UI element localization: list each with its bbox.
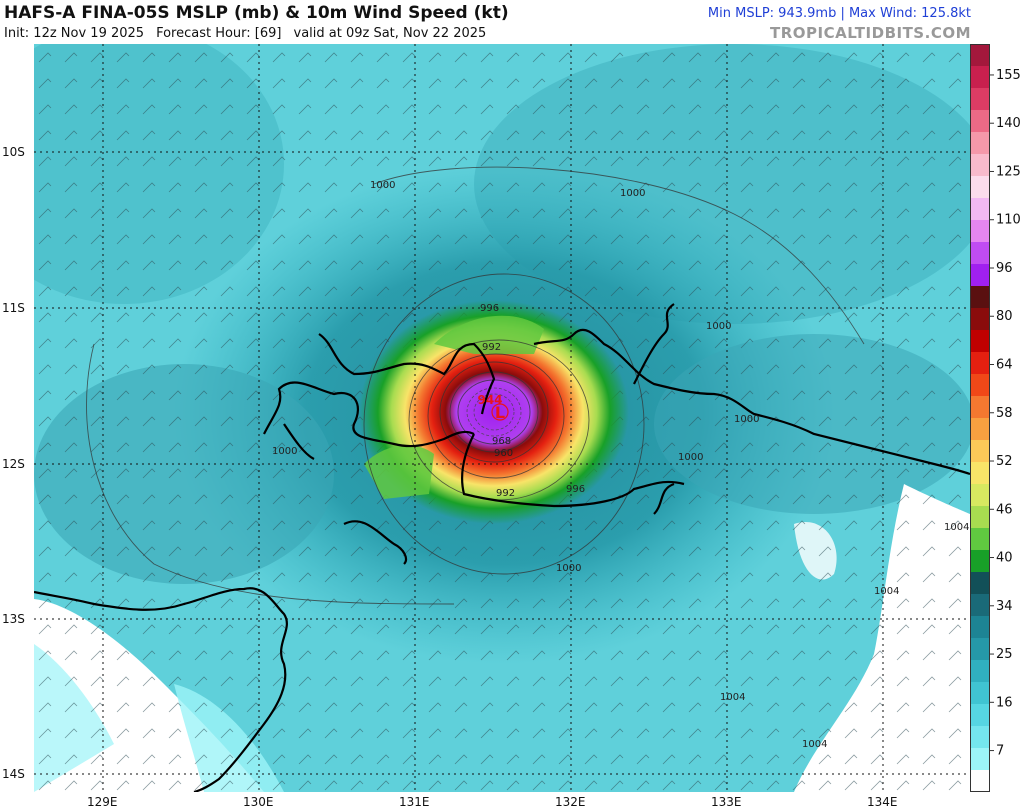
lon-tick: 134E xyxy=(867,795,898,809)
colorbar-swatch xyxy=(970,308,990,331)
colorbar-swatch xyxy=(970,484,990,507)
lat-tick: 14S xyxy=(2,767,25,781)
latitude-axis: 10S 11S 12S 13S 14S xyxy=(0,44,34,792)
colorbar-label: 34 xyxy=(996,599,1013,614)
colorbar-swatch xyxy=(970,176,990,199)
colorbar-swatch xyxy=(970,550,990,573)
colorbar-swatch xyxy=(970,770,990,793)
colorbar-swatch xyxy=(970,440,990,463)
storm-center-marker xyxy=(491,403,509,421)
colorbar-swatch xyxy=(970,572,990,595)
isobar-label: 996 xyxy=(566,484,585,495)
colorbar-swatch xyxy=(970,704,990,727)
colorbar-label: 58 xyxy=(996,406,1013,421)
colorbar-swatch xyxy=(970,594,990,617)
colorbar-label: 125 xyxy=(996,164,1021,179)
init-time: Init: 12z Nov 19 2025 xyxy=(4,26,145,41)
colorbar-label: 16 xyxy=(996,695,1013,710)
lon-tick: 129E xyxy=(87,795,118,809)
map-canvas: 1000 1000 1000 1000 1000 1000 1000 996 9… xyxy=(34,44,970,792)
header: HAFS-A FINA-05S MSLP (mb) & 10m Wind Spe… xyxy=(0,0,1024,44)
wind-map: 1000 1000 1000 1000 1000 1000 1000 996 9… xyxy=(34,44,970,792)
colorbar-swatch xyxy=(970,154,990,177)
colorbar-swatch xyxy=(970,660,990,683)
colorbar-swatch xyxy=(970,638,990,661)
isobar-label: 1000 xyxy=(678,452,703,463)
colorbar-label: 46 xyxy=(996,502,1013,517)
isobar-label: 968 xyxy=(492,436,511,447)
min-pressure-label: 944 xyxy=(477,393,502,407)
isobar-label: 1000 xyxy=(370,180,395,191)
colorbar-swatch xyxy=(970,726,990,749)
colorbar-swatch xyxy=(970,396,990,419)
colorbar-label: 25 xyxy=(996,647,1013,662)
colorbar-swatch xyxy=(970,132,990,155)
lon-tick: 130E xyxy=(243,795,274,809)
lat-tick: 10S xyxy=(2,145,25,159)
isobar-label: 1004 xyxy=(802,739,827,750)
low-pressure-symbol: L xyxy=(495,403,505,422)
lon-tick: 133E xyxy=(711,795,742,809)
colorbar-swatch xyxy=(970,506,990,529)
colorbar-swatch xyxy=(970,616,990,639)
colorbar-swatch xyxy=(970,748,990,771)
colorbar-swatch xyxy=(970,528,990,551)
isobar-label: 1000 xyxy=(734,414,759,425)
colorbar-label: 80 xyxy=(996,309,1013,324)
colorbar-canvas: 155 140 125 110 96 80 64 58 52 46 40 34 25 16 7 xyxy=(970,44,1021,793)
colorbar-swatch xyxy=(970,286,990,309)
wind-speed-colorbar: 155 140 125 110 96 80 64 58 52 46 40 34 25 16 7 xyxy=(970,44,1024,793)
brand-watermark: TROPICALTIDBITS.COM xyxy=(770,24,971,42)
isobar-label: 1004 xyxy=(874,586,899,597)
forecast-hour: Forecast Hour: [69] xyxy=(156,26,282,41)
isobar-label: 1000 xyxy=(706,321,731,332)
colorbar-swatch xyxy=(970,330,990,353)
colorbar-swatch xyxy=(970,352,990,375)
isobar-label: 1000 xyxy=(556,563,581,574)
colorbar-swatch xyxy=(970,682,990,705)
valid-time: valid at 09z Sat, Nov 22 2025 xyxy=(293,26,487,41)
colorbar-swatch xyxy=(970,418,990,441)
colorbar-swatch xyxy=(970,110,990,133)
isobar-label: 960 xyxy=(494,448,513,459)
colorbar-label: 110 xyxy=(996,213,1021,228)
isobar-label: 992 xyxy=(482,342,501,353)
isobar-label: 992 xyxy=(496,488,515,499)
colorbar-label: 96 xyxy=(996,261,1013,276)
colorbar-swatch xyxy=(970,220,990,243)
colorbar-swatch xyxy=(970,374,990,397)
map-title: HAFS-A FINA-05S MSLP (mb) & 10m Wind Spe… xyxy=(4,3,509,23)
lat-tick: 12S xyxy=(2,457,25,471)
colorbar-label: 7 xyxy=(996,744,1004,759)
isobar-label: 1004 xyxy=(720,692,745,703)
longitude-axis: 129E 130E 131E 132E 133E 134E xyxy=(34,792,970,811)
lon-tick: 131E xyxy=(399,795,430,809)
map-subtitle: Init: 12z Nov 19 2025 Forecast Hour: [69]… xyxy=(4,26,486,41)
colorbar-label: 64 xyxy=(996,358,1013,373)
isobar-label: 1004 xyxy=(944,522,969,533)
colorbar-label: 140 xyxy=(996,116,1021,131)
lat-tick: 11S xyxy=(2,301,25,315)
colorbar-swatch xyxy=(970,264,990,287)
isobar-label: 1000 xyxy=(620,188,645,199)
colorbar-frame xyxy=(970,44,990,792)
colorbar-swatch xyxy=(970,88,990,111)
isobar-label: 1000 xyxy=(272,446,297,457)
isobar-label: 996 xyxy=(480,303,499,314)
colorbar-swatch xyxy=(970,198,990,221)
storm-stats: Min MSLP: 943.9mb | Max Wind: 125.8kt xyxy=(707,6,971,21)
colorbar-swatch xyxy=(970,242,990,265)
colorbar-swatch xyxy=(970,44,990,67)
lon-tick: 132E xyxy=(555,795,586,809)
colorbar-label: 155 xyxy=(996,68,1021,83)
colorbar-swatch xyxy=(970,462,990,485)
colorbar-label: 52 xyxy=(996,454,1013,469)
lat-tick: 13S xyxy=(2,612,25,626)
colorbar-swatch xyxy=(970,66,990,89)
colorbar-label: 40 xyxy=(996,551,1013,566)
